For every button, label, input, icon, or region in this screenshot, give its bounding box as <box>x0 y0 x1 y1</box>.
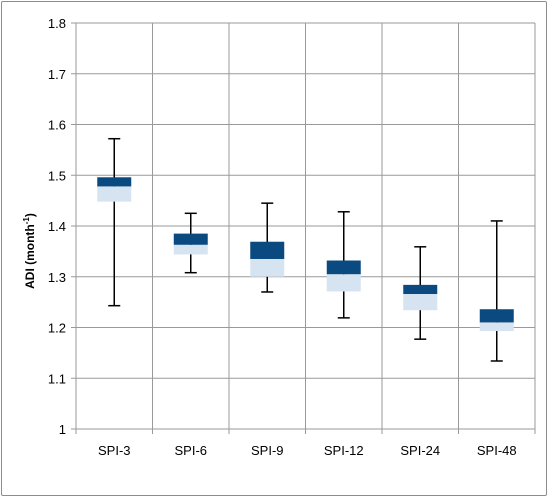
x-tick-label: SPI-48 <box>477 443 517 458</box>
y-tick-label: 1.8 <box>48 16 66 31</box>
box-upper <box>479 309 514 323</box>
y-tick-label: 1.7 <box>48 67 66 82</box>
box-upper <box>326 260 361 275</box>
box-upper <box>97 177 132 187</box>
y-axis-label-superscript: -1 <box>22 217 31 225</box>
box-upper <box>173 233 208 245</box>
box-lower <box>326 274 361 292</box>
y-tick-label: 1.2 <box>48 321 66 336</box>
y-tick-label: 1.3 <box>48 270 66 285</box>
x-tick-label: SPI-12 <box>324 443 364 458</box>
x-tick-label: SPI-24 <box>400 443 440 458</box>
x-tick-label: SPI-9 <box>251 443 284 458</box>
y-tick-label: 1.5 <box>48 168 66 183</box>
box-upper <box>403 284 438 295</box>
box-lower <box>97 186 132 202</box>
box-lower <box>173 244 208 255</box>
y-axis-label-suffix: ) <box>23 213 37 217</box>
y-tick-label: 1 <box>59 422 66 437</box>
y-axis-label: ADI (month-1) <box>22 213 37 289</box>
box-lower <box>250 258 285 277</box>
x-axis-tick-labels: SPI-3 SPI-6 SPI-9 SPI-12 SPI-24 SPI-48 <box>98 443 517 458</box>
y-axis-label-main: ADI (month <box>23 224 37 289</box>
box-lower <box>479 322 514 332</box>
y-axis-tick-labels: 1 1.1 1.2 1.3 1.4 1.5 1.6 1.7 1.8 <box>48 16 66 437</box>
box-upper <box>250 241 285 259</box>
box-series <box>97 137 514 362</box>
y-tick-label: 1.6 <box>48 118 66 133</box>
y-tick-label: 1.1 <box>48 371 66 386</box>
y-tick-label: 1.4 <box>48 219 66 234</box>
x-tick-label: SPI-6 <box>174 443 207 458</box>
x-tick-label: SPI-3 <box>98 443 131 458</box>
box-lower <box>403 294 438 311</box>
grid-lines <box>71 22 536 434</box>
